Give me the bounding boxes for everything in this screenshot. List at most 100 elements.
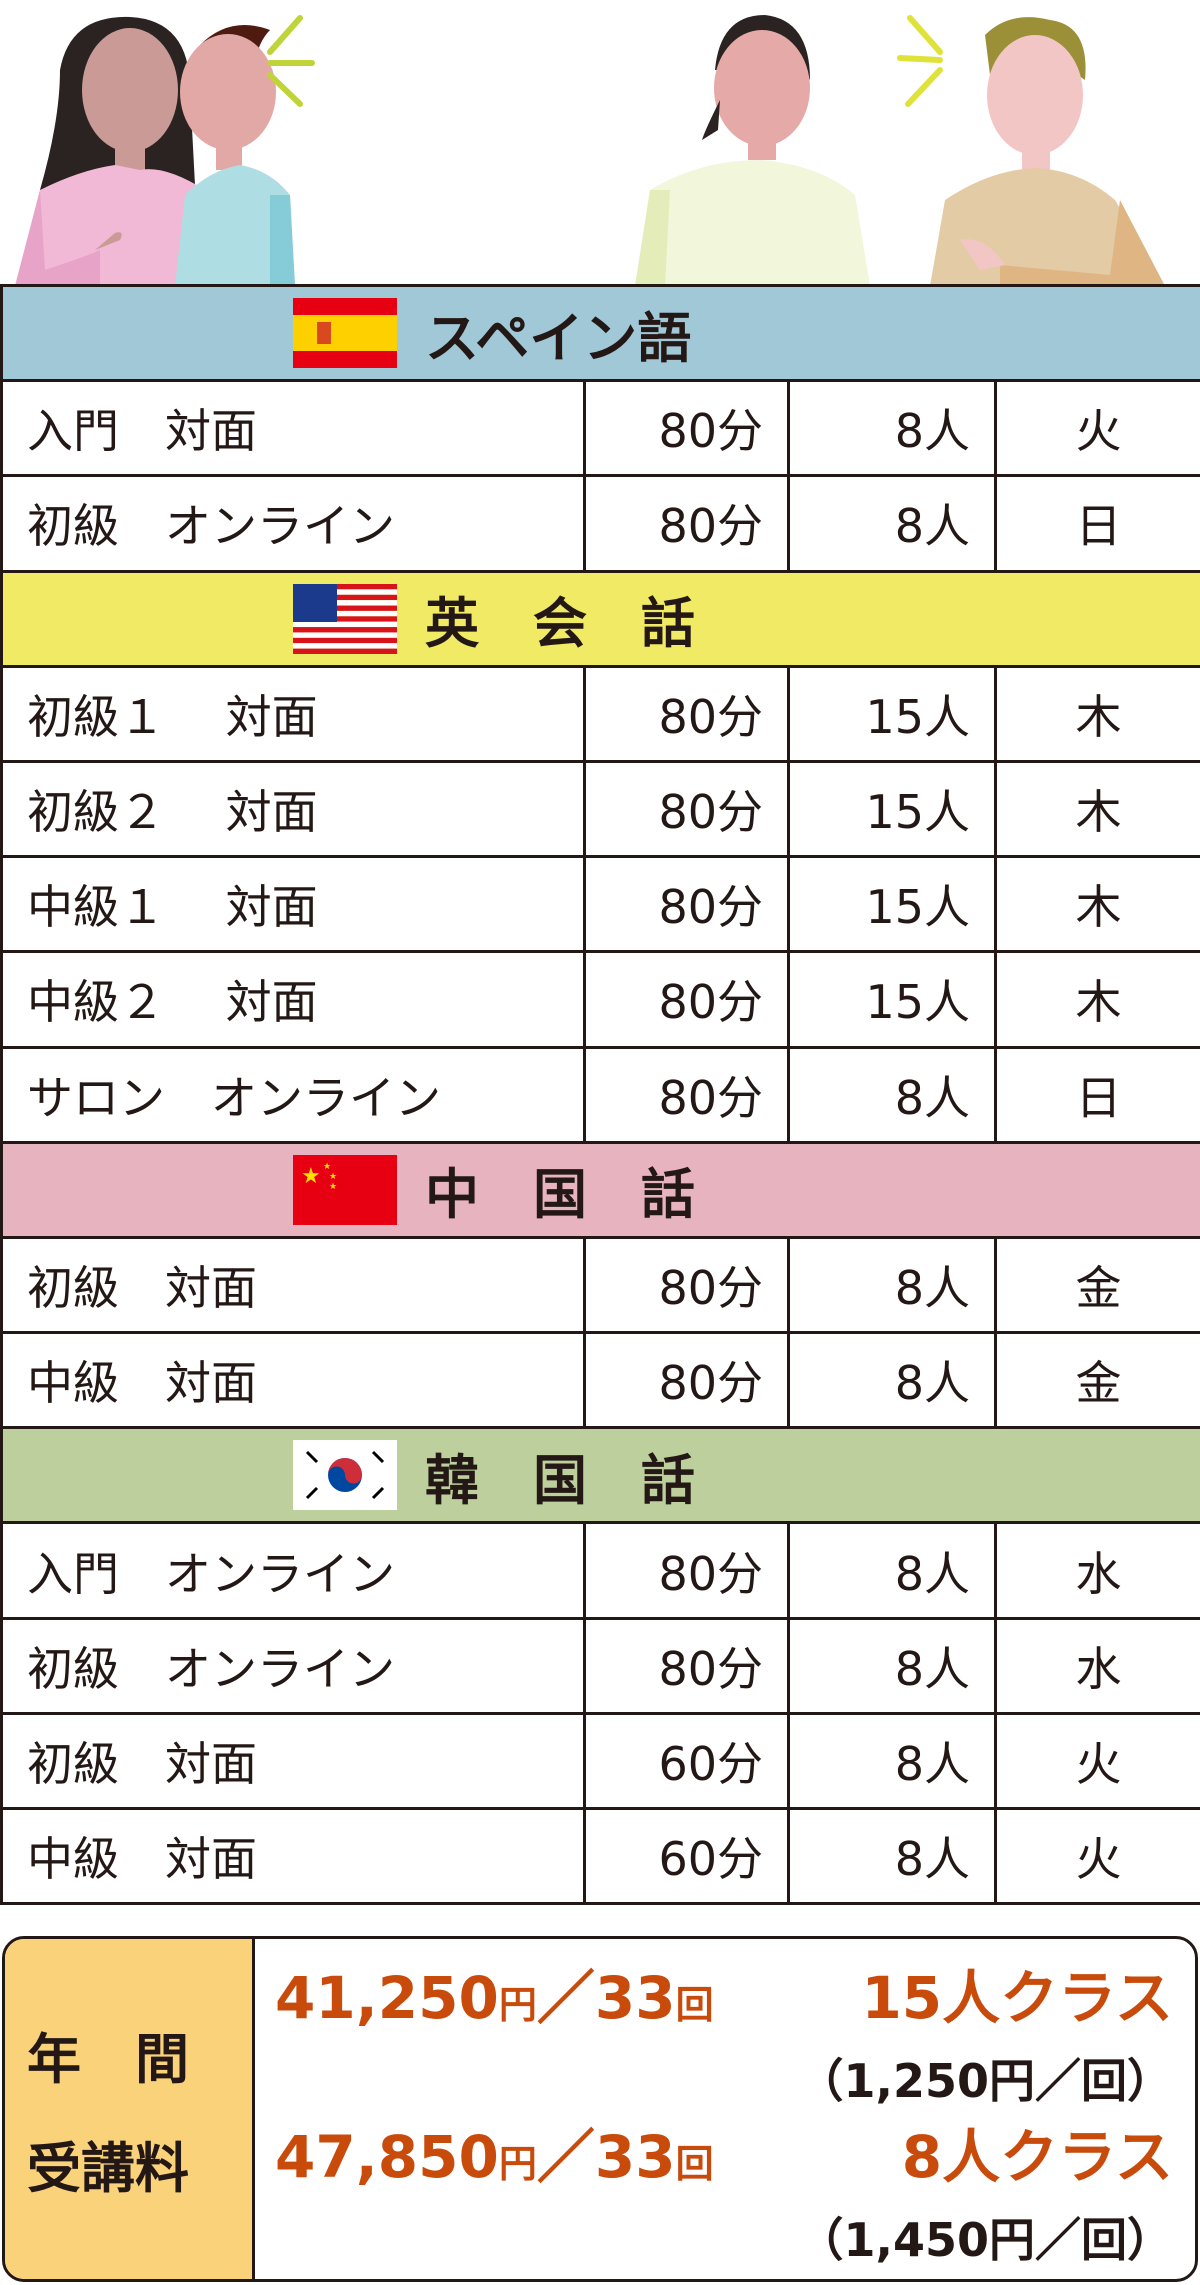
person-woman-yellow [635, 15, 870, 286]
duration-cell: 80分 [583, 1045, 790, 1144]
duration-cell: 80分 [583, 759, 790, 859]
weekday-cell: 日 [993, 474, 1200, 573]
weekday-cell: 日 [993, 1045, 1200, 1144]
class-schedule-table: スペイン語 入門 対面 80分 8人火初級 オンライン 80分 8人日英 会 話初級１ 対… [0, 283, 1200, 1906]
section-title: 中 国 話 [425, 1163, 695, 1227]
svg-text:★: ★ [329, 1172, 337, 1182]
per-session-price: （1,250円／回） [797, 2054, 1173, 2108]
capacity-cell: 8人 [787, 1711, 997, 1811]
china-flag-icon: ★ ★ ★ ★ [293, 1154, 397, 1225]
duration-cell: 80分 [583, 379, 790, 478]
class-name-cell: 入門 対面 [0, 379, 586, 478]
usa-flag-icon [293, 583, 397, 654]
slash: ／ [536, 2123, 595, 2191]
capacity-cell: 15人 [787, 759, 997, 859]
duration-cell: 80分 [583, 1521, 790, 1620]
class-name-cell: 初級 対面 [0, 1235, 586, 1335]
weekday-cell: 木 [993, 664, 1200, 763]
class-name-cell: 中級１ 対面 [0, 855, 586, 954]
label-line-1: 年 間 [27, 2028, 189, 2091]
section-title: スペイン語 [425, 306, 692, 370]
capacity-cell: 8人 [787, 1521, 997, 1620]
class-name-cell: 入門 オンライン [0, 1521, 586, 1620]
class-name-cell: 中級 対面 [0, 1806, 586, 1906]
session-unit: 回 [675, 2142, 714, 2186]
section-header: 韓 国 話 [0, 1426, 1200, 1525]
duration-cell: 60分 [583, 1806, 790, 1906]
duration-cell: 80分 [583, 1235, 790, 1335]
svg-text:★: ★ [301, 1164, 321, 1189]
per-session-price: （1,450円／回） [797, 2213, 1173, 2267]
table-row: 初級２ 対面 80分 15人木 [0, 759, 1200, 859]
section-title: 英 会 話 [425, 592, 695, 656]
table-row: 初級 対面 80分 8人金 [0, 1235, 1200, 1335]
price-plans: 41,250円／33回 15人クラス （1,250円／回） 47,850円／33回 8人… [255, 1939, 1195, 2279]
person-man-beige [930, 17, 1165, 286]
capacity-cell: 8人 [787, 474, 997, 573]
person-woman-pink [15, 16, 210, 286]
class-name-cell: 初級 対面 [0, 1711, 586, 1811]
weekday-cell: 火 [993, 379, 1200, 478]
duration-cell: 80分 [583, 1331, 790, 1430]
table-row: 初級 オンライン 80分 8人日 [0, 474, 1200, 573]
class-size: 8人クラス [901, 2123, 1173, 2191]
korea-flag-icon [293, 1440, 397, 1511]
amount: 41,250 [275, 1964, 499, 2032]
weekday-cell: 火 [993, 1806, 1200, 1906]
class-name-cell: 初級 オンライン [0, 474, 586, 573]
duration-cell: 60分 [583, 1711, 790, 1811]
table-row: 中級 対面 80分 8人金 [0, 1331, 1200, 1430]
table-row: 入門 対面 80分 8人火 [0, 379, 1200, 478]
weekday-cell: 水 [993, 1616, 1200, 1715]
weekday-cell: 火 [993, 1711, 1200, 1811]
table-row: 入門 オンライン 80分 8人水 [0, 1521, 1200, 1620]
session-count: 33 [594, 2123, 676, 2191]
capacity-cell: 15人 [787, 855, 997, 954]
class-name-cell: 初級１ 対面 [0, 664, 586, 763]
weekday-cell: 金 [993, 1235, 1200, 1335]
section-header: スペイン語 [0, 283, 1200, 383]
capacity-cell: 8人 [787, 1616, 997, 1715]
table-row: 初級 対面 60分 8人火 [0, 1711, 1200, 1811]
duration-cell: 80分 [583, 855, 790, 954]
speech-lines-right [897, 15, 943, 107]
class-name-cell: 初級 オンライン [0, 1616, 586, 1715]
weekday-cell: 金 [993, 1331, 1200, 1430]
class-name-cell: サロン オンライン [0, 1045, 586, 1144]
weekday-cell: 木 [993, 950, 1200, 1049]
capacity-cell: 8人 [787, 1806, 997, 1906]
class-name-cell: 初級２ 対面 [0, 759, 586, 859]
duration-cell: 80分 [583, 474, 790, 573]
section-header: ★ ★ ★ ★ 中 国 話 [0, 1140, 1200, 1239]
annual-fee-box: 年 間 受講料 41,250円／33回 15人クラス （1,250円／回） 47,85… [2, 1936, 1198, 2282]
duration-cell: 80分 [583, 950, 790, 1049]
person-man-blue [175, 25, 295, 286]
session-count: 33 [594, 1964, 676, 2032]
svg-text:★: ★ [329, 1182, 337, 1192]
table-row: 中級 対面 60分 8人火 [0, 1806, 1200, 1906]
label-line-2: 受講料 [27, 2137, 189, 2200]
class-name-cell: 中級 対面 [0, 1331, 586, 1430]
table-row: 初級１ 対面 80分 15人木 [0, 664, 1200, 763]
annual-fee-label: 年 間 受講料 [5, 1939, 255, 2279]
plan-price: 41,250円／33回 15人クラス [255, 1957, 1173, 2046]
class-size: 15人クラス [861, 1964, 1173, 2032]
table-row: 中級１ 対面 80分 15人木 [0, 855, 1200, 954]
session-unit: 回 [675, 1983, 714, 2027]
yen-unit: 円 [498, 2142, 537, 2186]
duration-cell: 80分 [583, 664, 790, 763]
weekday-cell: 水 [993, 1521, 1200, 1620]
class-name-cell: 中級２ 対面 [0, 950, 586, 1049]
spain-flag-icon [293, 298, 397, 369]
capacity-cell: 8人 [787, 1331, 997, 1430]
section-title: 韓 国 話 [425, 1448, 695, 1512]
table-row: 初級 オンライン 80分 8人水 [0, 1616, 1200, 1715]
capacity-cell: 15人 [787, 950, 997, 1049]
people-illustration [15, 15, 1165, 286]
yen-unit: 円 [498, 1983, 537, 2027]
capacity-cell: 8人 [787, 379, 997, 478]
capacity-cell: 15人 [787, 664, 997, 763]
weekday-cell: 木 [993, 759, 1200, 859]
amount: 47,850 [275, 2123, 499, 2191]
section-header: 英 会 話 [0, 569, 1200, 668]
